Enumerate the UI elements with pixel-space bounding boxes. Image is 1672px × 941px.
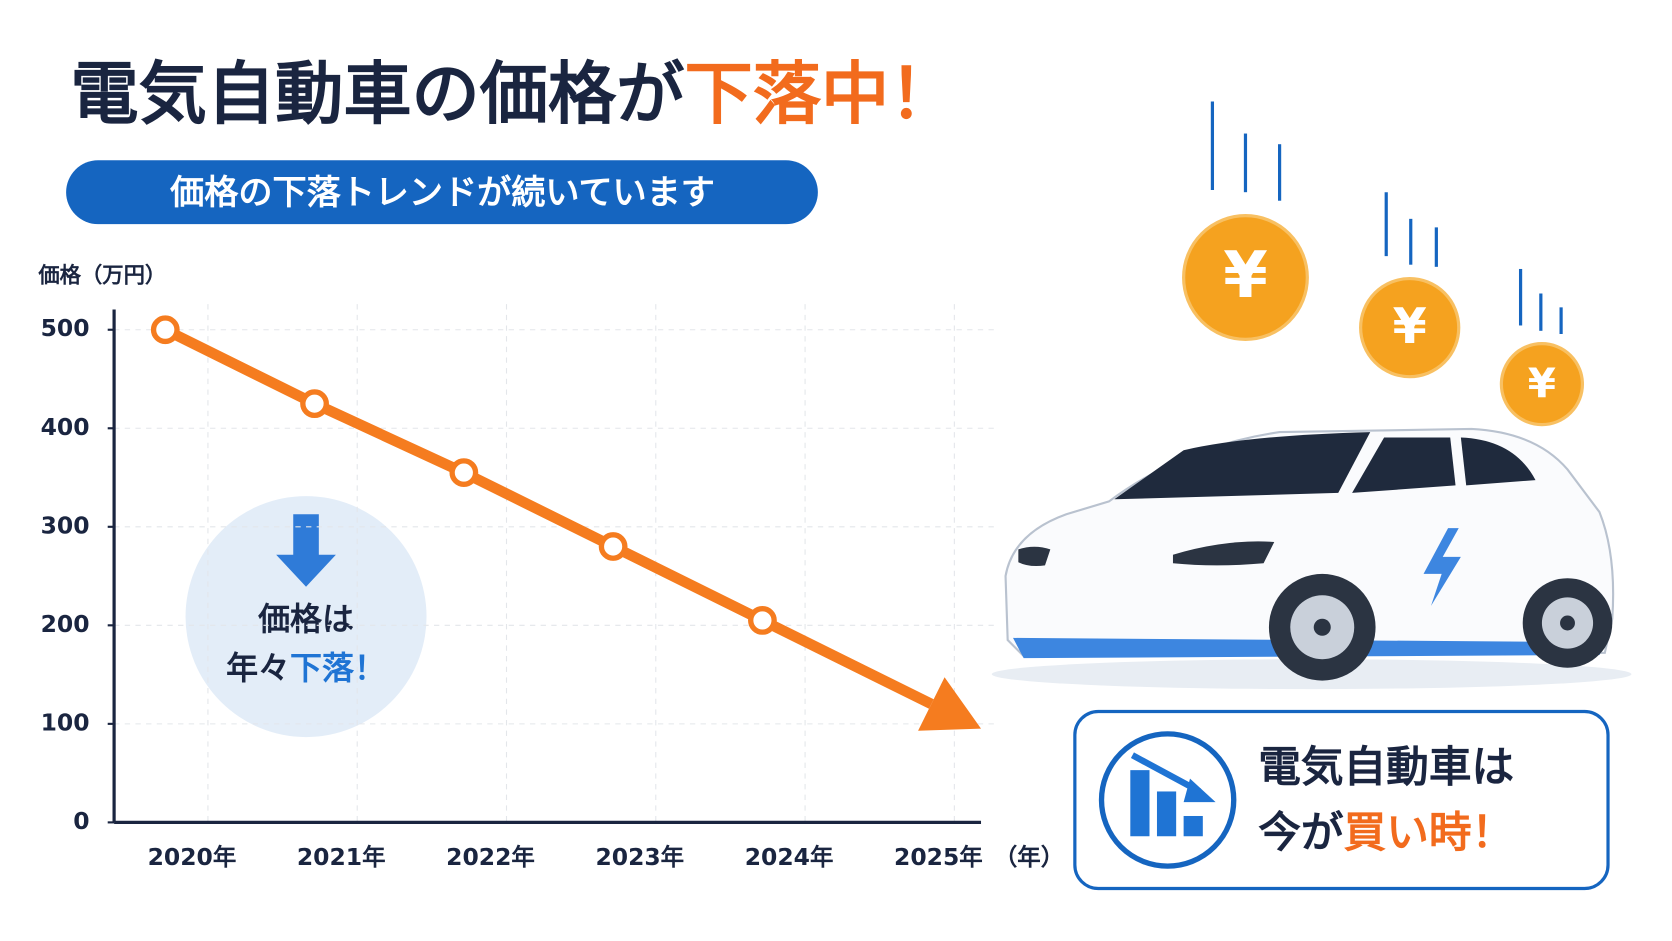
title: 電気自動車の価格が下落中！ [70,55,957,134]
cta-box [1073,709,1610,891]
coin-symbol: ¥ [1223,239,1268,313]
cta-line2-text: 今が [1258,808,1344,858]
data-point [449,458,479,488]
down-arrow-icon [276,514,336,587]
y-tick-label: 200 [41,610,90,638]
x-tick-label: 2024年 [745,843,834,871]
x-tick-label: 2023年 [595,843,684,871]
y-axis-label: 価格（万円） [37,262,166,288]
coin [1359,276,1461,379]
y-tick-label: 500 [41,314,90,342]
data-point [150,315,180,345]
callout-highlight: 下落！ [290,649,386,687]
cta-line1: 電気自動車は [1258,743,1514,793]
coin [1499,342,1585,427]
callout-circle [185,496,427,738]
chart-icon [1098,731,1237,869]
data-point [300,389,329,419]
coin-symbol: ¥ [1528,359,1556,407]
subtitle-pill [66,160,818,225]
x-tick-label: 2020年 [148,843,237,871]
speed-lines [1210,101,1563,335]
data-point [598,532,628,561]
data-point [748,606,777,635]
x-tick-label: 2021年 [297,843,386,871]
x-axis-label: （年） [994,843,1064,871]
y-tick-label: 0 [73,807,89,835]
y-tick-label: 300 [41,511,90,539]
callout-line1: 価格は [257,600,354,638]
plot: 2020年 2021年 2022年 2023年 2024年 2025年 0 100 200 300… [41,304,998,871]
subtitle: 価格の下落トレンドが続いています [169,173,715,213]
coin-symbol: ¥ [1393,297,1427,355]
trend-arrow-head [918,677,982,731]
y-tick-label: 100 [41,708,90,736]
trend-arrow-shaft [760,615,934,709]
car [991,427,1632,690]
cta-highlight: 買い時！ [1344,808,1515,858]
x-tick-label: 2022年 [446,843,535,871]
callout-line2: 年々下落！ [226,649,386,687]
y-tick-label: 400 [41,413,90,441]
cta-line2: 今が買い時！ [1258,808,1514,858]
callout-line2-text: 年々 [226,649,290,687]
x-tick-label: 2025年 [894,843,983,871]
coin [1182,214,1309,341]
coins: ¥ ¥ ¥ [1182,101,1585,427]
title-main: 電気自動車の価格が [70,55,684,134]
title-highlight: 下落中！ [685,55,958,134]
